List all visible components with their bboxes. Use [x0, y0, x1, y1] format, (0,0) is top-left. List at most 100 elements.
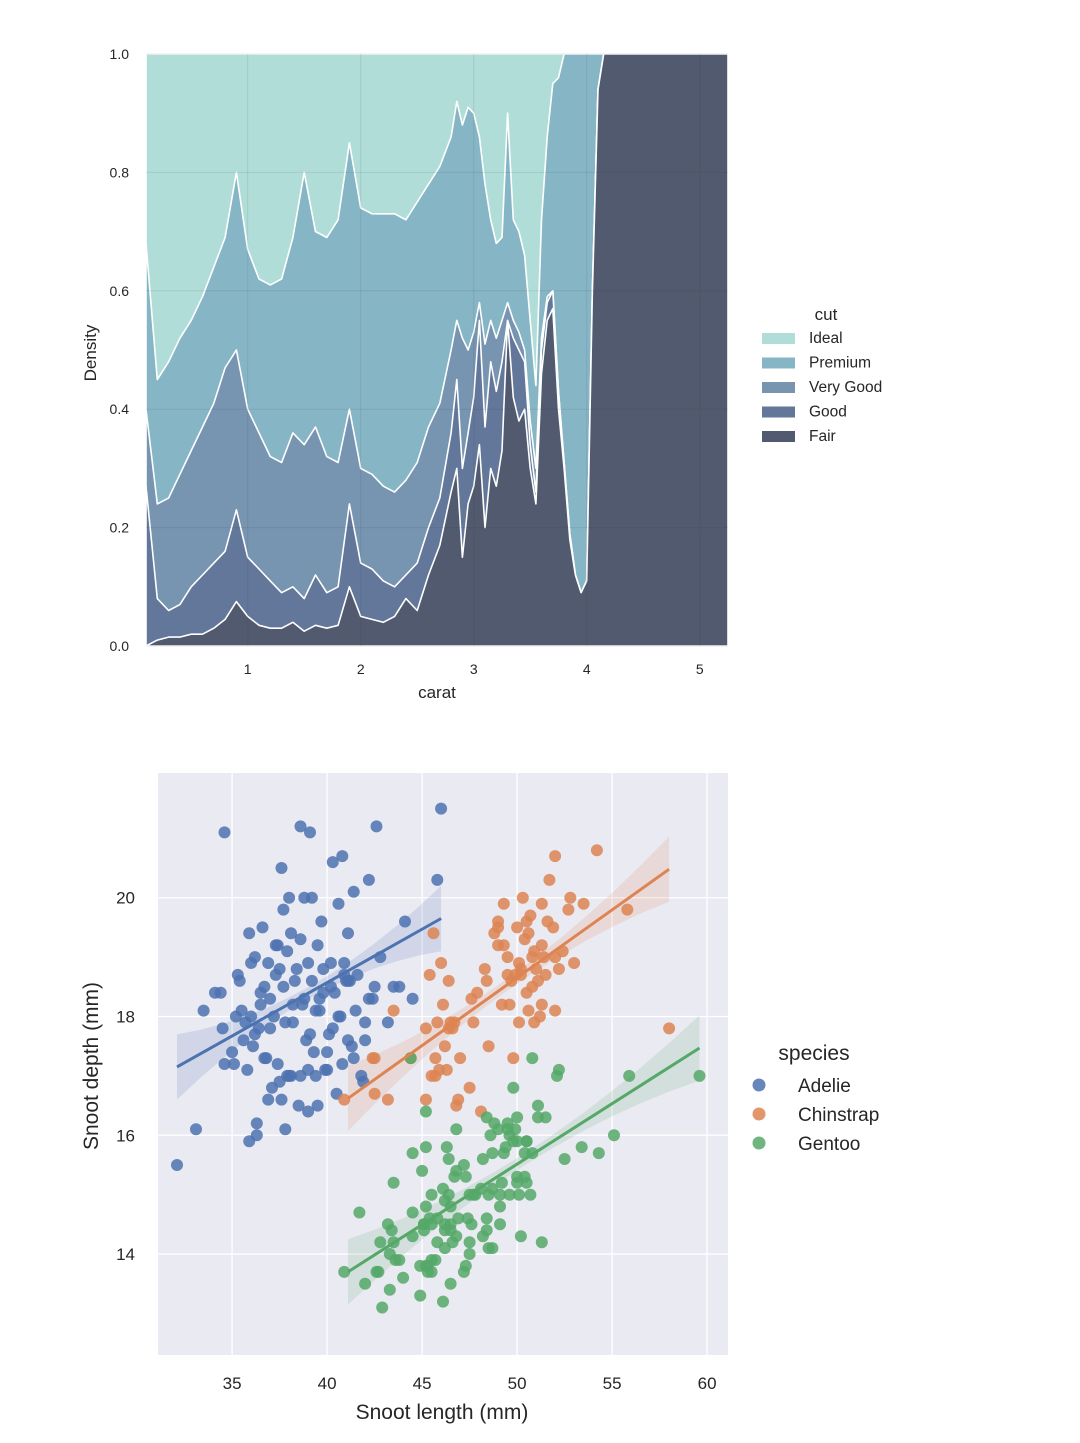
scatter-point-adelie — [368, 980, 381, 993]
scatter-point-adelie — [307, 1046, 320, 1059]
scatter-point-adelie — [250, 1129, 263, 1142]
density-x-label: carat — [418, 683, 456, 702]
scatter-point-chinstrap — [437, 998, 449, 1011]
scatter-point-gentoo — [495, 1176, 508, 1189]
scatter-point-adelie — [275, 1093, 288, 1106]
scatter-point-adelie — [381, 1016, 394, 1029]
scatter-point-chinstrap — [429, 1069, 442, 1082]
scatter-point-gentoo — [575, 1141, 588, 1154]
legend-marker — [752, 1078, 766, 1092]
scatter-point-chinstrap — [549, 1004, 562, 1017]
scatter-point-adelie — [262, 1093, 275, 1106]
scatter-point-adelie — [338, 957, 351, 969]
scatter-point-gentoo — [393, 1254, 406, 1266]
scatter-point-adelie — [342, 927, 354, 940]
scatter-point-chinstrap — [478, 963, 491, 975]
scatter-point-adelie — [355, 1069, 368, 1082]
scatter-point-adelie — [218, 1058, 231, 1070]
scatter-point-gentoo — [383, 1283, 396, 1296]
scatter-point-gentoo — [416, 1164, 429, 1177]
scatter-point-gentoo — [463, 1236, 476, 1249]
scatter-point-adelie — [269, 968, 282, 981]
scatter-point-gentoo — [520, 1135, 533, 1148]
scatter-point-gentoo — [494, 1188, 506, 1201]
scatter-point-gentoo — [520, 1176, 533, 1189]
legend-swatch — [762, 382, 795, 393]
scatter-point-chinstrap — [467, 1016, 480, 1029]
scatter-point-adelie — [321, 1046, 334, 1059]
scatter-point-chinstrap — [482, 1040, 495, 1053]
scatter-point-gentoo — [592, 1147, 605, 1160]
scatter-point-gentoo — [526, 1052, 539, 1065]
scatter-x-tick-label: 40 — [318, 1374, 337, 1393]
scatter-point-adelie — [359, 1016, 372, 1029]
scatter-y-tick-label: 16 — [116, 1126, 135, 1145]
scatter-point-gentoo — [414, 1259, 427, 1272]
scatter-point-chinstrap — [368, 1052, 381, 1065]
scatter-point-adelie — [332, 1010, 345, 1023]
scatter-point-gentoo — [437, 1295, 449, 1308]
scatter-point-chinstrap — [442, 974, 455, 987]
scatter-point-adelie — [271, 1058, 284, 1070]
scatter-point-adelie — [294, 1069, 307, 1082]
scatter-point-gentoo — [374, 1236, 387, 1249]
scatter-point-adelie — [171, 1159, 183, 1171]
scatter-point-adelie — [336, 1058, 349, 1070]
scatter-point-adelie — [229, 1010, 242, 1023]
scatter-point-adelie — [277, 903, 290, 916]
scatter-point-adelie — [245, 957, 258, 969]
scatter-point-chinstrap — [541, 915, 554, 928]
density-legend-item-premium: Premium — [762, 355, 871, 372]
scatter-point-chinstrap — [526, 951, 539, 964]
scatter-point-chinstrap — [535, 897, 548, 910]
scatter-point-gentoo — [406, 1147, 419, 1160]
density-y-tick-label: 1.0 — [110, 46, 130, 62]
scatter-point-chinstrap — [577, 897, 590, 910]
scatter-point-adelie — [241, 1063, 254, 1076]
legend-swatch — [762, 357, 795, 369]
scatter-point-adelie — [370, 820, 383, 833]
scatter-point-chinstrap — [438, 1040, 451, 1053]
scatter-point-chinstrap — [463, 1081, 476, 1094]
scatter-point-gentoo — [693, 1069, 706, 1082]
scatter-x-ticks: 35 40 45 50 55 60 — [223, 1374, 717, 1393]
scatter-point-adelie — [366, 992, 379, 1005]
scatter-point-chinstrap — [513, 957, 525, 969]
scatter-point-adelie — [349, 1004, 362, 1017]
legend-label: Ideal — [809, 330, 843, 347]
scatter-point-adelie — [393, 980, 406, 993]
scatter-point-gentoo — [484, 1129, 497, 1142]
scatter-point-chinstrap — [435, 957, 448, 969]
scatter-point-chinstrap — [552, 963, 565, 975]
density-y-tick-label: 0.8 — [110, 164, 130, 180]
scatter-point-gentoo — [503, 1188, 516, 1201]
scatter-point-chinstrap — [492, 915, 505, 928]
scatter-point-chinstrap — [513, 1016, 525, 1029]
scatter-point-chinstrap — [562, 903, 575, 916]
scatter-point-gentoo — [494, 1200, 506, 1213]
density-legend-item-good: Good — [762, 404, 847, 421]
scatter-point-adelie — [273, 1075, 286, 1088]
scatter-point-adelie — [336, 850, 349, 863]
scatter-point-adelie — [326, 856, 339, 869]
legend-label: Gentoo — [798, 1134, 860, 1155]
legend-swatch — [762, 333, 795, 344]
scatter-point-gentoo — [488, 1117, 501, 1130]
scatter-point-gentoo — [457, 1265, 470, 1278]
scatter-x-tick-label: 50 — [508, 1374, 527, 1393]
scatter-point-adelie — [288, 974, 301, 987]
scatter-point-gentoo — [524, 1188, 537, 1201]
scatter-point-adelie — [302, 1105, 315, 1118]
scatter-point-gentoo — [507, 1081, 520, 1094]
scatter-point-gentoo — [429, 1254, 442, 1266]
scatter-point-adelie — [342, 1034, 354, 1047]
density-x-tick-label: 4 — [583, 661, 591, 677]
legend-swatch — [762, 431, 795, 442]
scatter-point-chinstrap — [497, 939, 510, 952]
scatter-point-gentoo — [419, 1200, 432, 1213]
scatter-point-gentoo — [438, 1242, 451, 1255]
legend-label: Adelie — [798, 1076, 851, 1097]
scatter-point-chinstrap — [532, 974, 544, 987]
legend-label: Good — [809, 404, 847, 421]
